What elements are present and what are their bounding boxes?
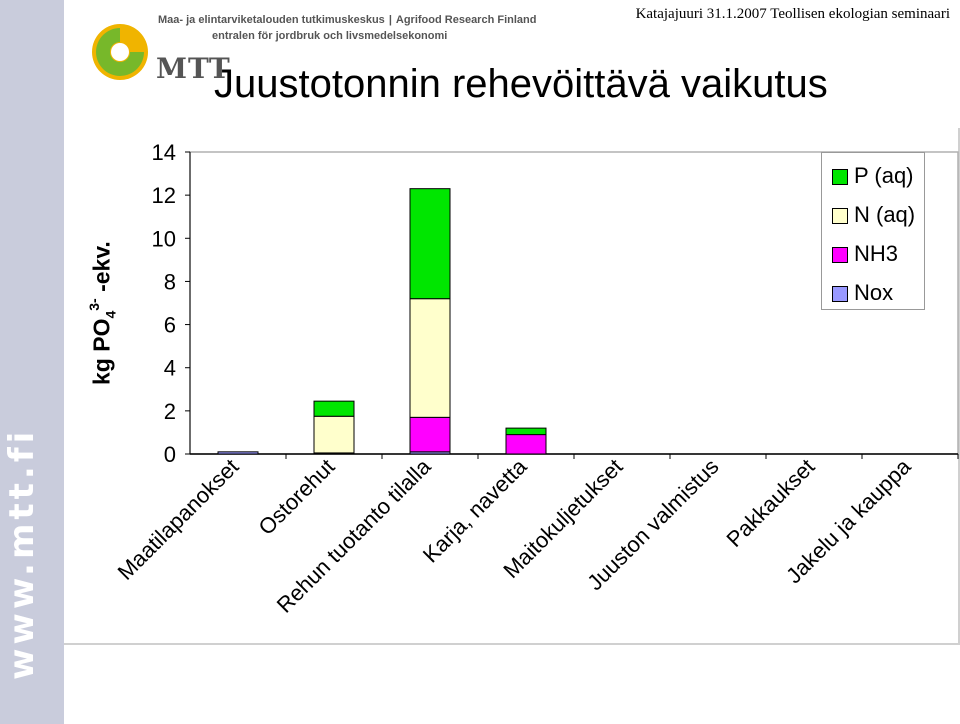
slide-title: Juustotonnin rehevöittävä vaikutus <box>214 62 828 106</box>
logo-text: MTT <box>156 52 231 85</box>
bar-segment <box>505 434 547 455</box>
header: MTT Maa- ja elintarviketalouden tutkimus… <box>64 0 960 120</box>
org-name-fi: Maa- ja elintarviketalouden tutkimuskesk… <box>158 14 385 26</box>
y-tick-label: 10 <box>152 226 176 251</box>
y-tick-label: 14 <box>152 140 176 165</box>
org-name-en: Agrifood Research Finland <box>395 14 537 26</box>
x-tick-label: Pakkaukset <box>721 454 819 552</box>
legend-label: P (aq) <box>854 163 914 188</box>
legend-swatch <box>832 286 848 302</box>
chart-legend: P (aq) N (aq) NH3 Nox <box>821 152 925 310</box>
legend-label: N (aq) <box>854 202 916 227</box>
legend-label: NH3 <box>854 241 899 266</box>
sidebar: www.mtt.fi <box>0 0 64 724</box>
event-caption: Katajajuuri 31.1.2007 Teollisen ekologia… <box>635 6 950 22</box>
legend-swatch <box>832 247 848 263</box>
y-tick-label: 2 <box>164 399 176 424</box>
legend-swatch <box>832 169 848 185</box>
org-name-sv: entralen för jordbruk och livsmedelsekon… <box>212 30 448 42</box>
x-tick-label: Maatilapanokset <box>113 454 244 585</box>
bar-segment <box>409 298 451 418</box>
y-tick-label: 0 <box>164 442 176 467</box>
y-tick-label: 4 <box>164 356 176 381</box>
x-tick-label: Ostorehut <box>254 454 340 540</box>
bar-segment <box>409 188 451 300</box>
legend-swatch <box>832 208 848 224</box>
y-tick-label: 12 <box>152 183 176 208</box>
legend-label: Nox <box>854 280 894 305</box>
bar-segment <box>313 415 355 454</box>
bar-segment <box>409 416 451 453</box>
bar-segment <box>313 400 355 417</box>
y-tick-label: 6 <box>164 313 176 338</box>
bar-segment <box>505 427 547 436</box>
org-name-line1: Maa- ja elintarviketalouden tutkimuskesk… <box>158 14 537 26</box>
mtt-logo-icon <box>92 24 148 80</box>
y-tick-label: 8 <box>164 269 176 294</box>
bar-segment <box>217 451 259 455</box>
